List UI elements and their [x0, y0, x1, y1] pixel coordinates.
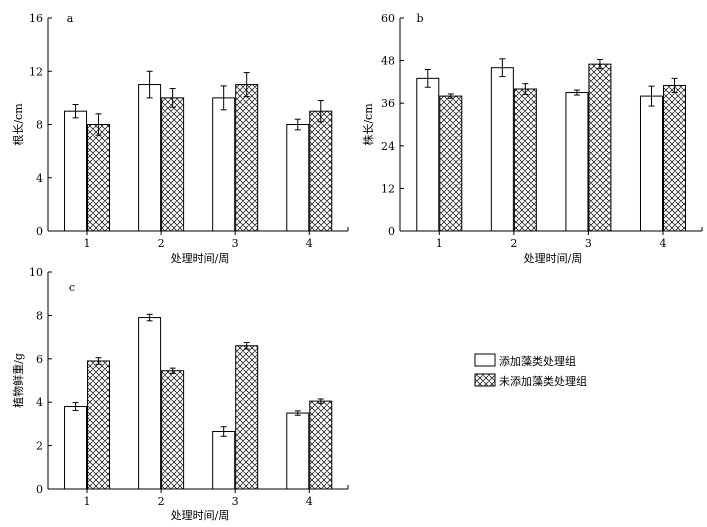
bar-s2-cat3	[235, 345, 259, 490]
bar-s2-cat4	[309, 110, 333, 232]
bar-s1-cat4	[286, 412, 310, 490]
legend-item: 添加藻类处理组	[474, 353, 576, 368]
bar-s2-cat3	[235, 84, 259, 232]
error-bar-s1-cat1	[72, 104, 79, 119]
y-tick-label: 2	[36, 440, 43, 453]
y-axis-title: 植物鲜重/g	[11, 353, 25, 408]
legend-swatch	[474, 373, 496, 387]
y-tick-label: 0	[36, 483, 43, 496]
y-tick-label: 24	[381, 140, 395, 153]
error-bar-s1-cat4	[294, 118, 301, 131]
x-tick-label: 1	[84, 495, 91, 508]
y-axis-title: 株长/cm	[361, 103, 375, 146]
error-bar-s1-cat3	[220, 85, 227, 111]
x-axis-title: 处理时间/周	[524, 252, 583, 265]
y-tick-label: 0	[36, 225, 43, 238]
y-tick-label: 12	[29, 65, 43, 78]
error-bar-s1-cat1	[72, 402, 79, 411]
y-tick-label: 36	[381, 97, 395, 110]
bar-s1-cat2	[490, 67, 514, 232]
error-bar-s1-cat4	[294, 410, 301, 416]
panel-letter: a	[67, 12, 74, 25]
error-bar-s2-cat1	[447, 93, 454, 99]
error-bar-s2-cat3	[596, 59, 603, 70]
error-bar-s2-cat1	[95, 113, 102, 136]
x-tick-label: 4	[306, 495, 313, 508]
error-bar-s1-cat2	[146, 313, 153, 322]
error-bar-s1-cat2	[499, 58, 506, 78]
error-bar-s2-cat2	[522, 83, 529, 95]
legend-swatch	[474, 353, 496, 367]
y-tick-label: 10	[29, 266, 43, 279]
bar-s2-cat2	[161, 370, 185, 490]
y-tick-label: 8	[36, 309, 43, 322]
y-axis-title: 根长/cm	[11, 103, 25, 146]
y-tick-label: 16	[29, 12, 43, 25]
y-tick-label: 60	[381, 12, 395, 25]
error-bar-s1-cat4	[648, 85, 655, 107]
x-tick-label: 1	[84, 237, 91, 250]
y-tick-label: 6	[36, 353, 43, 366]
panel-letter: b	[416, 12, 423, 25]
y-tick-label: 8	[36, 119, 43, 132]
error-bar-s2-cat3	[243, 342, 250, 350]
y-tick-label: 0	[388, 225, 395, 238]
y-tick-label: 4	[36, 396, 43, 409]
error-bar-s2-cat2	[169, 367, 176, 374]
bar-s2-cat4	[309, 400, 333, 490]
error-bar-s2-cat4	[317, 100, 324, 123]
bar-s1-cat3	[212, 430, 236, 490]
error-bar-s1-cat3	[573, 89, 580, 96]
x-axis-title: 处理时间/周	[171, 509, 230, 522]
bar-s2-cat4	[662, 84, 686, 232]
bar-s1-cat2	[138, 317, 162, 490]
bar-s1-cat1	[64, 110, 88, 232]
bar-s1-cat3	[212, 97, 236, 232]
error-bar-s2-cat3	[243, 72, 250, 98]
error-bar-s1-cat1	[424, 68, 431, 88]
x-tick-label: 3	[232, 495, 239, 508]
y-tick-label: 4	[36, 172, 43, 185]
bar-s1-cat4	[639, 95, 663, 232]
x-tick-label: 3	[232, 237, 239, 250]
bar-s2-cat1	[439, 95, 463, 232]
bar-s1-cat2	[138, 84, 162, 232]
bar-s2-cat1	[87, 360, 111, 490]
x-axis-title: 处理时间/周	[171, 252, 230, 265]
x-tick-label: 4	[659, 237, 666, 250]
legend-item: 未添加藻类处理组	[474, 373, 587, 388]
bar-s1-cat3	[565, 92, 589, 232]
x-tick-label: 2	[510, 237, 517, 250]
error-bar-s2-cat2	[169, 88, 176, 108]
error-bar-s2-cat4	[317, 398, 324, 404]
x-tick-label: 2	[158, 495, 165, 508]
y-tick-label: 48	[381, 55, 395, 68]
x-tick-label: 3	[585, 237, 592, 250]
error-bar-s2-cat1	[95, 357, 102, 365]
bar-s1-cat4	[286, 124, 310, 232]
x-tick-label: 2	[158, 237, 165, 250]
bar-s1-cat1	[64, 406, 88, 490]
x-tick-label: 4	[306, 237, 313, 250]
bar-s2-cat1	[87, 124, 111, 232]
error-bar-s1-cat2	[146, 70, 153, 99]
error-bar-s2-cat4	[671, 77, 678, 94]
bar-s2-cat2	[161, 97, 185, 232]
bar-s1-cat1	[416, 77, 440, 232]
bar-s2-cat2	[513, 88, 537, 232]
panel-letter: c	[69, 281, 75, 294]
bar-s2-cat3	[588, 63, 612, 232]
x-tick-label: 1	[436, 237, 443, 250]
legend-label: 添加藻类处理组	[499, 354, 576, 368]
legend-label: 未添加藻类处理组	[499, 374, 587, 388]
error-bar-s1-cat3	[220, 426, 227, 437]
y-tick-label: 12	[381, 182, 395, 195]
